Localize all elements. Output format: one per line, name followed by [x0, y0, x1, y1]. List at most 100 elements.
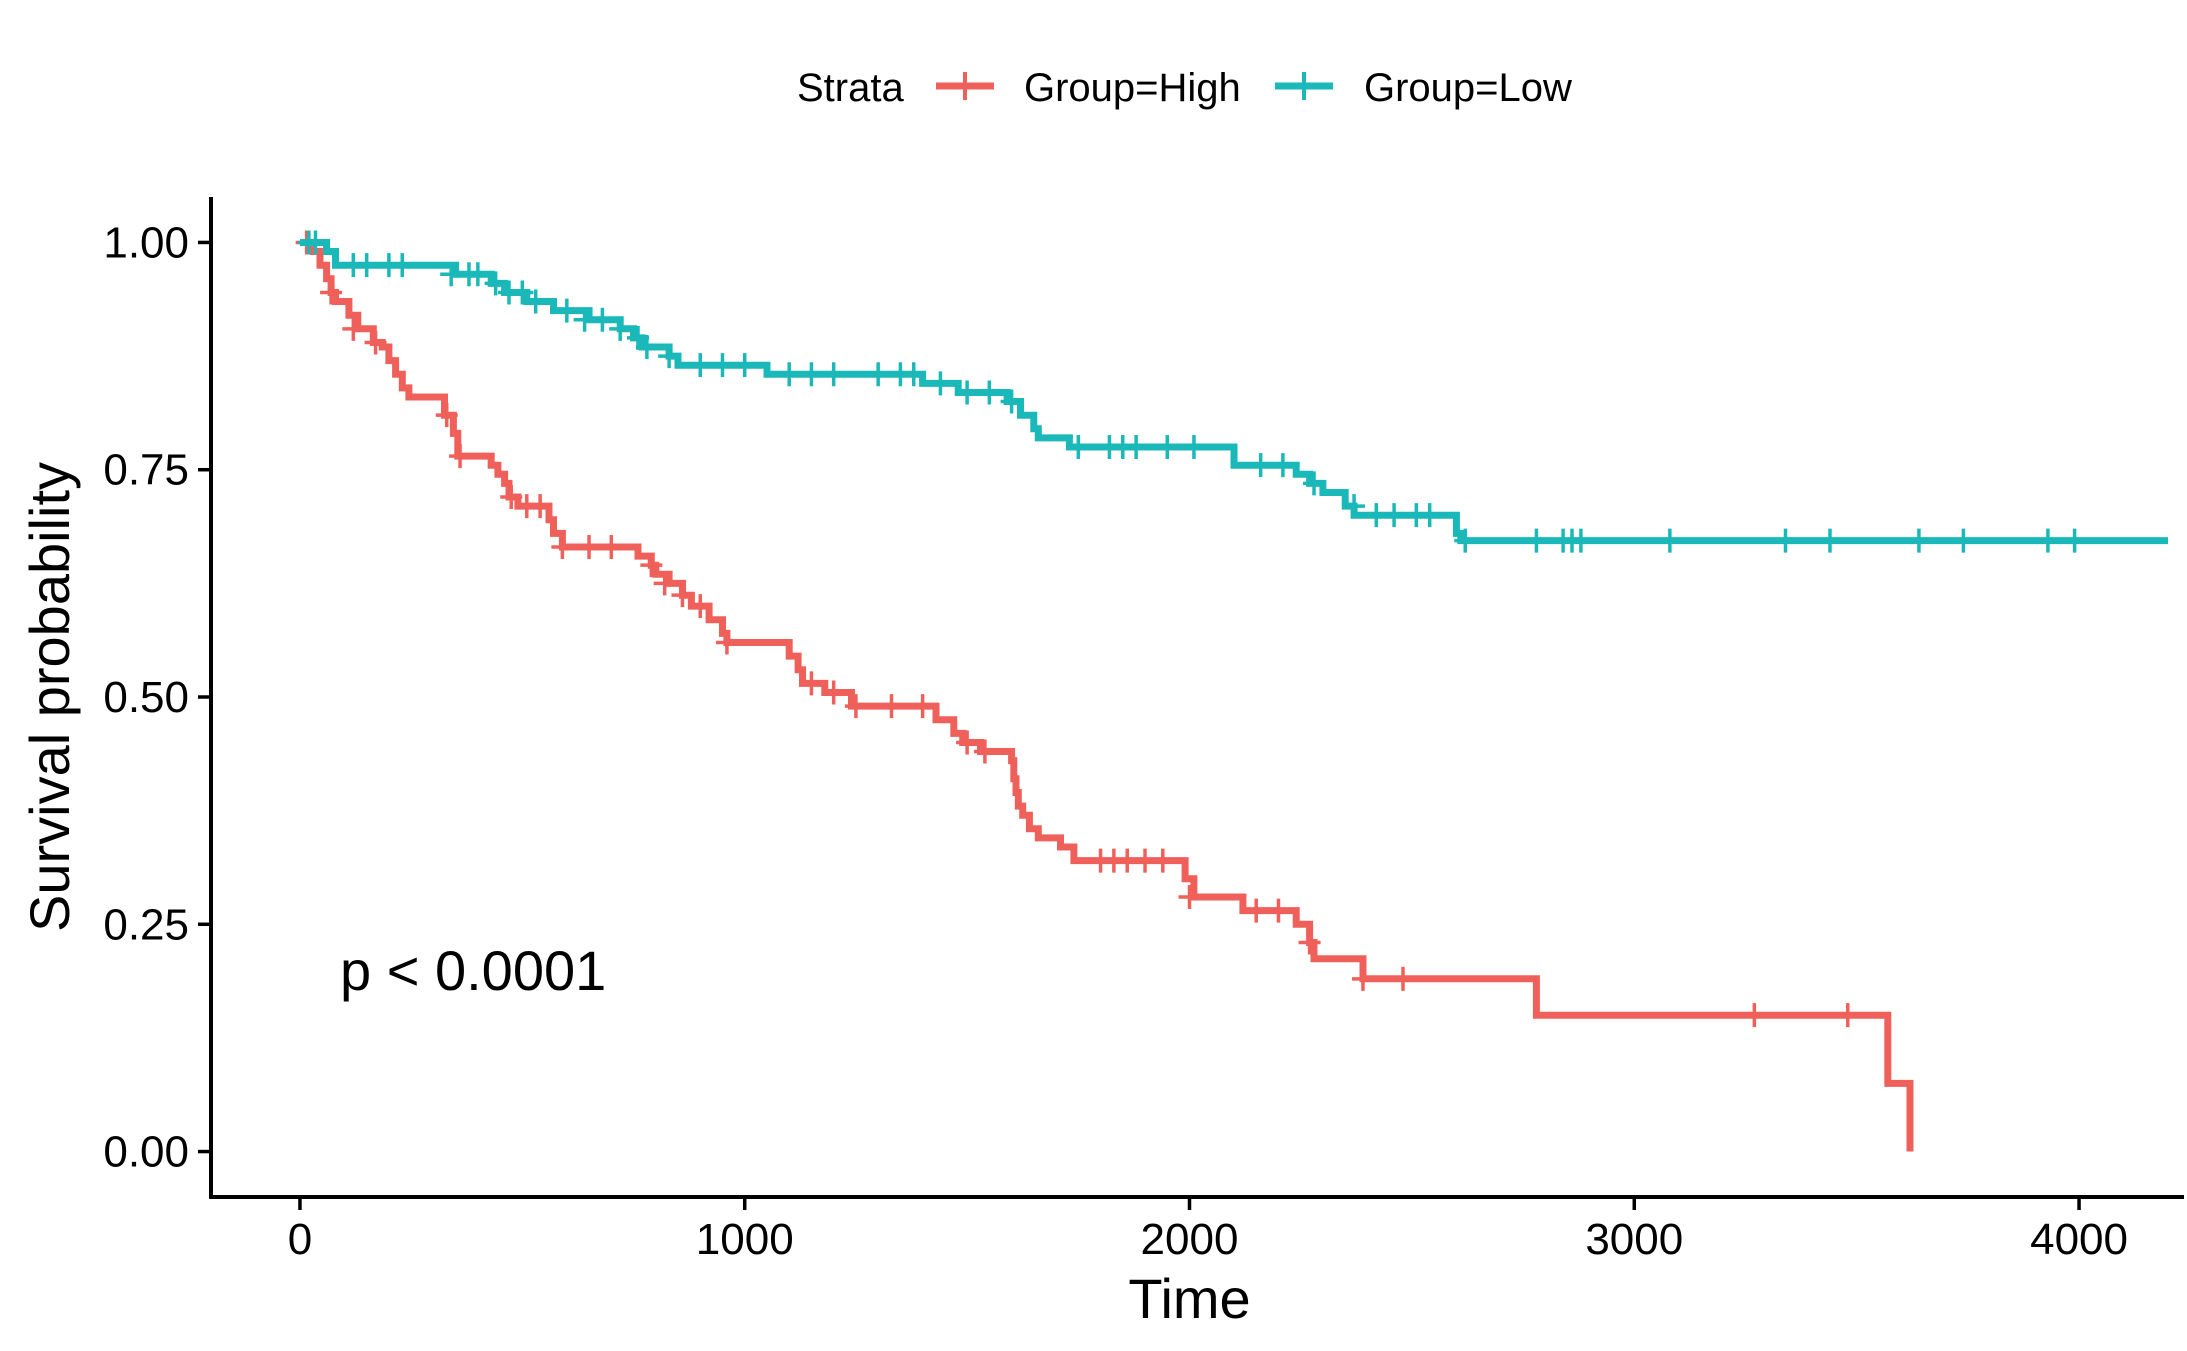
censor-mark: [1569, 528, 1592, 553]
censor-mark: [689, 353, 712, 378]
censor-mark: [1454, 528, 1477, 553]
censor-mark: [1907, 528, 1930, 553]
censor-mark: [609, 316, 632, 341]
censor-mark: [1267, 898, 1290, 923]
x-tick-label: 3000: [1585, 1215, 1683, 1264]
x-tick-label: 0: [288, 1215, 312, 1264]
censor-mark: [1525, 528, 1548, 553]
censor-mark: [551, 535, 574, 559]
censor-mark: [1343, 494, 1366, 519]
censor-mark: [880, 694, 903, 719]
censor-mark: [1303, 471, 1326, 496]
censor-mark: [435, 403, 458, 428]
x-tick-label: 4000: [2030, 1215, 2128, 1264]
survival-line-group-high: [300, 239, 1914, 1152]
censor-mark: [524, 289, 547, 314]
censor-mark: [1836, 1003, 1859, 1028]
censor-mark: [391, 253, 414, 278]
censor-mark: [1658, 528, 1681, 553]
censor-mark: [364, 330, 387, 355]
legend-item-group-low: Group=Low: [1275, 66, 1572, 110]
censor-mark: [671, 583, 694, 608]
x-tick-label: 1000: [696, 1215, 794, 1264]
censor-mark: [800, 671, 823, 696]
legend-title: Strata: [797, 66, 904, 110]
censor-mark: [1383, 503, 1406, 528]
censor-mark: [640, 553, 663, 578]
censor-mark: [1000, 389, 1023, 414]
p-value-annotation: p < 0.0001: [340, 939, 606, 1002]
censor-mark: [1743, 1003, 1766, 1028]
censor-mark: [956, 730, 979, 755]
series-group-high: [295, 230, 1914, 1152]
censor-mark: [956, 380, 979, 405]
censor-mark: [1125, 435, 1148, 459]
legend-label: Group=High: [1024, 66, 1241, 110]
censor-mark: [1952, 528, 1975, 553]
censor-mark: [689, 594, 712, 619]
censor-mark: [2036, 528, 2059, 553]
censor-mark: [911, 694, 934, 719]
censor-mark: [555, 298, 578, 323]
censor-mark: [902, 362, 925, 387]
censor-mark: [529, 494, 552, 519]
censor-mark: [778, 362, 801, 387]
censor-mark: [1182, 435, 1205, 459]
censor-mark: [844, 694, 867, 719]
censor-mark: [711, 353, 734, 378]
censor-mark: [466, 262, 489, 287]
censor-mark: [1178, 885, 1201, 909]
censor-mark: [1391, 966, 1414, 991]
censor-mark: [600, 535, 623, 559]
survival-line-group-low: [300, 239, 2168, 545]
censor-mark: [342, 316, 365, 341]
censor-mark: [511, 280, 534, 305]
series-group-low: [297, 230, 2168, 553]
censor-mark: [304, 230, 327, 255]
censor-mark: [1151, 848, 1174, 873]
y-tick-label: 1.00: [103, 218, 189, 267]
censor-mark: [733, 353, 756, 378]
censor-mark: [449, 444, 472, 469]
censor-mark: [653, 571, 676, 596]
axes: 0 1000 2000 3000 4000 0.00 0.25 0.50 0.75 1.00: [103, 197, 2184, 1264]
x-tick-label: 2000: [1141, 1215, 1239, 1264]
censor-mark: [320, 280, 343, 305]
censor-mark: [1351, 966, 1374, 991]
legend: Strata Group=High Group=Low: [797, 66, 1572, 110]
censor-mark: [591, 307, 614, 332]
censor-mark: [715, 630, 738, 655]
censor-mark: [500, 485, 523, 509]
censor-mark: [1067, 435, 1090, 459]
survival-curves: [295, 230, 2168, 1152]
censor-mark: [929, 371, 952, 396]
censor-mark: [1249, 453, 1272, 478]
censor-mark: [578, 535, 601, 559]
censor-mark: [635, 335, 658, 359]
legend-item-group-high: Group=High: [936, 66, 1241, 110]
y-tick-label: 0.00: [103, 1128, 189, 1177]
y-tick-label: 0.50: [103, 673, 189, 722]
y-tick-label: 0.75: [103, 446, 189, 495]
censor-mark: [978, 380, 1001, 405]
legend-label: Group=Low: [1364, 66, 1572, 110]
censor-mark: [822, 680, 845, 705]
censor-mark: [1418, 503, 1441, 528]
censor-mark: [1298, 930, 1321, 955]
censor-mark: [1818, 528, 1841, 553]
censor-mark: [484, 271, 507, 296]
censor-mark: [822, 362, 845, 387]
x-axis-title: Time: [1128, 1267, 1250, 1330]
censor-mark: [355, 253, 378, 278]
censor-mark: [867, 362, 890, 387]
y-axis-title: Survival probability: [18, 462, 81, 932]
censor-mark: [1774, 528, 1797, 553]
censor-mark: [1271, 453, 1294, 478]
censor-mark: [973, 739, 996, 764]
censor-mark: [800, 362, 823, 387]
censor-mark: [2063, 528, 2086, 553]
censor-mark: [658, 344, 681, 369]
censor-mark: [1156, 435, 1179, 459]
y-tick-label: 0.25: [103, 900, 189, 949]
